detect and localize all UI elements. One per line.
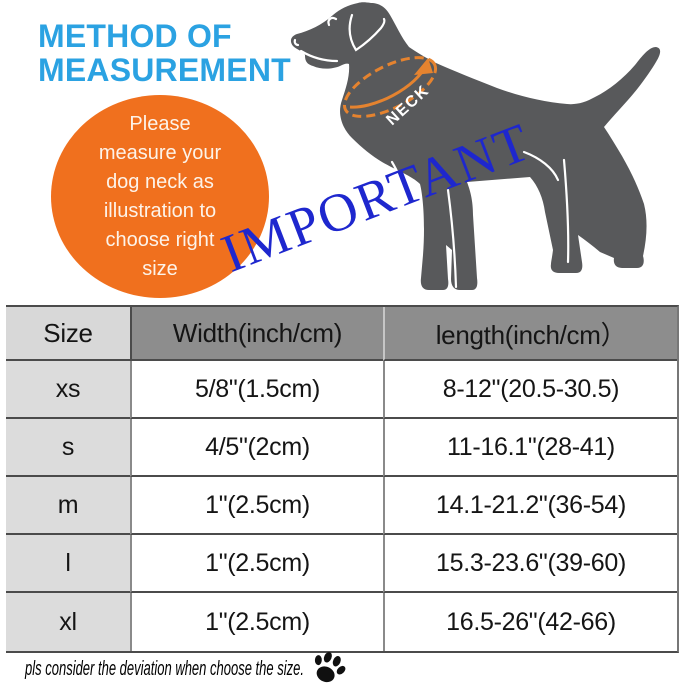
dog-eye-line [327, 16, 338, 27]
footer-note-text: pls consider the deviation when choose t… [25, 658, 304, 680]
neck-measure-arrow-icon [414, 58, 433, 75]
neck-measure-dashed-ellipse [342, 56, 438, 118]
table-cell-size: s [6, 419, 130, 477]
neck-measure-solid-arc [349, 66, 427, 109]
table-cell-size: l [6, 535, 130, 593]
circle-text-line: choose right [105, 228, 215, 251]
size-table: Size Width(inch/cm) length(inch/cm） xs 5… [6, 305, 679, 653]
paw-icon [314, 652, 346, 683]
table-cell-width: 4/5"(2cm) [130, 419, 383, 477]
dog-illustration: NECK [290, 2, 661, 290]
table-cell-size: xs [6, 361, 130, 419]
dog-mouth-line [299, 49, 339, 63]
instruction-circle: Please measure your dog neck as illustra… [51, 95, 269, 298]
dog-nostril-line [293, 38, 300, 47]
footer-note: pls consider the deviation when choose t… [25, 658, 454, 681]
circle-text-line: dog neck as [106, 170, 214, 193]
table-cell-size: m [6, 477, 130, 535]
title-line-1: METHOD OF [38, 18, 232, 54]
table-cell-length: 14.1-21.2"(36-54) [383, 477, 677, 535]
table-cell-length: 8-12"(20.5-30.5) [383, 361, 677, 419]
front-leg-separator-line [446, 188, 458, 289]
table-header-size: Size [6, 307, 130, 361]
circle-text-line: size [142, 257, 178, 280]
table-cell-length: 15.3-23.6"(39-60) [383, 535, 677, 593]
dog-shoulder-line [390, 160, 404, 190]
table-cell-size: xl [6, 593, 130, 651]
title-line-2: MEASUREMENT [38, 52, 291, 88]
dog-hip-line [522, 150, 560, 182]
table-header-length: length(inch/cm） [383, 307, 677, 361]
table-cell-width: 1"(2.5cm) [130, 593, 383, 651]
circle-text-line: Please [129, 112, 191, 135]
table-cell-length: 11-16.1"(28-41) [383, 419, 677, 477]
circle-text-line: illustration to [103, 199, 217, 222]
dog-ear-line [348, 13, 386, 52]
table-cell-width: 5/8"(1.5cm) [130, 361, 383, 419]
table-header-width: Width(inch/cm) [130, 307, 383, 361]
page-title: METHOD OF MEASUREMENT [38, 19, 291, 87]
table-cell-length: 16.5-26"(42-66) [383, 593, 677, 651]
table-cell-width: 1"(2.5cm) [130, 535, 383, 593]
table-cell-width: 1"(2.5cm) [130, 477, 383, 535]
hind-leg-separator-line [562, 158, 570, 264]
circle-text-line: measure your [98, 141, 222, 164]
